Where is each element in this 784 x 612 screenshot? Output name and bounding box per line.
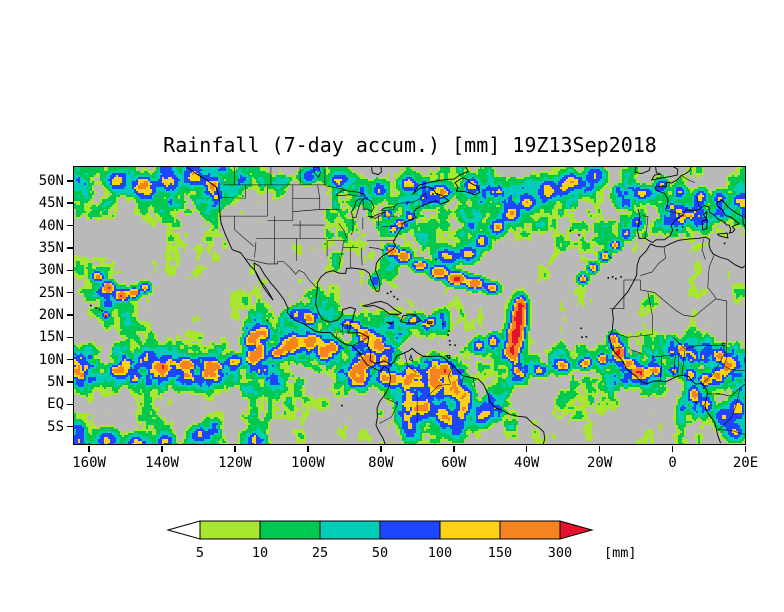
lat-tick-mark — [67, 269, 73, 271]
lat-tick-label: 5S — [47, 418, 64, 435]
lon-tick-label: 20E — [732, 455, 759, 471]
lon-tick-label: 80W — [368, 455, 394, 471]
lat-tick-mark — [67, 247, 73, 249]
lon-tick-label: 20W — [586, 455, 613, 471]
legend-threshold-label: 25 — [311, 545, 329, 561]
lon-tick-label: 0 — [668, 455, 677, 471]
legend-unit-label: [mm] — [604, 545, 637, 561]
lat-tick-mark — [67, 358, 73, 361]
lon-tick-mark — [88, 446, 90, 452]
legend-threshold-label: 100 — [427, 545, 453, 561]
legend-threshold-label: 300 — [547, 545, 573, 561]
lon-tick-label: 120W — [218, 455, 252, 471]
lat-tick-mark — [67, 403, 73, 406]
lat-tick-mark — [67, 381, 73, 383]
legend-band — [199, 520, 261, 540]
lat-tick-mark — [67, 180, 73, 182]
lon-tick-label: 40W — [514, 455, 540, 471]
lon-tick-mark — [744, 446, 747, 452]
legend-threshold-label: 50 — [371, 545, 389, 561]
legend-band — [259, 520, 321, 540]
map-plot-frame — [73, 166, 746, 445]
lon-tick-label: 140W — [145, 455, 179, 471]
lon-tick-mark — [525, 446, 528, 452]
lon-tick-mark — [161, 446, 163, 452]
legend-threshold-label: 10 — [251, 545, 269, 561]
color-scale-legend: [mm] 5 10 25 50 100 150 300 — [166, 520, 688, 569]
lat-tick-mark — [67, 336, 73, 339]
legend-threshold-label: 5 — [195, 545, 205, 561]
legend-right-arrow — [559, 520, 594, 540]
lon-tick-label: 160W — [72, 455, 106, 471]
lat-tick-label: 25N — [38, 284, 64, 301]
legend-band — [319, 520, 381, 540]
legend-left-arrow — [166, 520, 201, 540]
lat-tick-label: 5N — [47, 373, 64, 390]
lon-tick-mark — [380, 446, 382, 452]
lat-tick-mark — [67, 224, 73, 227]
legend-band — [499, 520, 561, 540]
lat-tick-mark — [67, 314, 73, 316]
lat-tick-label: 40N — [38, 217, 64, 234]
lon-tick-mark — [598, 446, 601, 452]
lat-tick-mark — [67, 425, 73, 428]
lat-tick-label: 45N — [38, 195, 64, 212]
plot-title: Rainfall (7-day accum.) [mm] 19Z13Sep201… — [163, 133, 657, 157]
lon-tick-mark — [234, 446, 236, 452]
rainfall-map-canvas — [74, 167, 745, 444]
legend-band — [379, 520, 441, 540]
lat-tick-label: 30N — [38, 262, 64, 279]
lat-tick-label: 10N — [38, 351, 64, 368]
legend-threshold-label: 150 — [487, 545, 513, 561]
legend-band — [439, 520, 501, 540]
lon-tick-label: 60W — [441, 455, 467, 471]
lat-tick-label: EQ — [47, 396, 64, 413]
lat-tick-mark — [67, 202, 73, 204]
lon-tick-mark — [671, 446, 674, 452]
lon-tick-mark — [453, 446, 455, 452]
lon-tick-mark — [307, 446, 309, 452]
color-scale-arrow — [166, 520, 594, 540]
lat-tick-label: 15N — [38, 329, 64, 346]
lat-tick-label: 20N — [38, 306, 64, 323]
lat-tick-label: 50N — [38, 172, 64, 189]
lat-tick-mark — [67, 291, 73, 294]
lat-tick-label: 35N — [38, 239, 64, 256]
lon-tick-label: 100W — [291, 455, 325, 471]
